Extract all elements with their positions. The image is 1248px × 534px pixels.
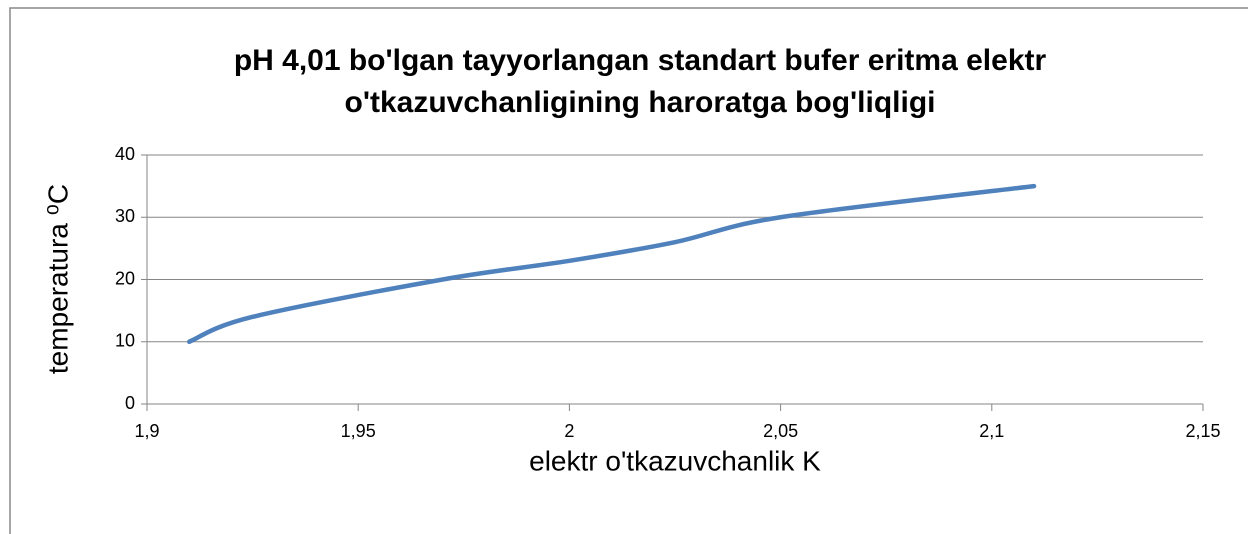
chart-title: o'tkazuvchanligining haroratga bog'liqli… [345,86,936,119]
y-tick-label: 10 [115,331,135,351]
y-tick-label: 30 [115,206,135,226]
chart-title: pH 4,01 bo'lgan tayyorlangan standart bu… [234,44,1047,77]
chart-frame [9,7,1248,534]
x-tick-label: 2 [564,421,574,441]
x-tick-label: 2,1 [979,421,1004,441]
y-tick-label: 20 [115,268,135,288]
y-axis-title: temperatura ⁰C [42,184,73,374]
y-tick-label: 0 [125,393,135,413]
x-tick-label: 1,95 [341,421,376,441]
x-axis-title: elektr o'tkazuvchanlik K [529,445,821,476]
data-line [186,183,1037,344]
y-tick-label: 40 [115,144,135,164]
x-tick-label: 2,15 [1185,421,1220,441]
x-tick-label: 2,05 [763,421,798,441]
x-tick-label: 1,9 [134,421,159,441]
